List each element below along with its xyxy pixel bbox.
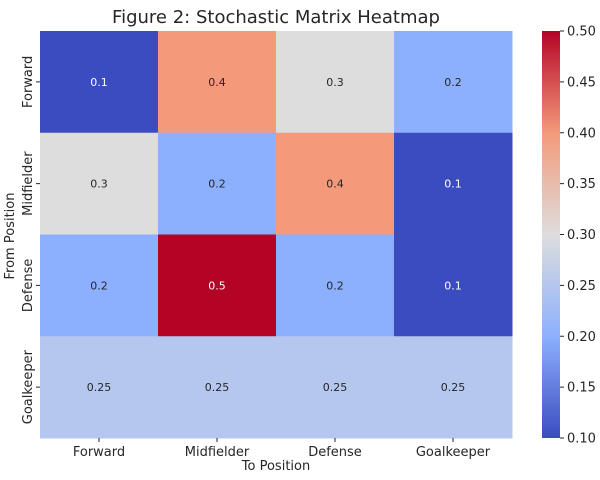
colorbar-tick-label: 0.45: [567, 75, 596, 90]
heatmap-cell: [394, 336, 513, 439]
heatmap-cell: [40, 132, 159, 235]
cell-value-label: 0.25: [441, 381, 466, 394]
cell-value-label: 0.1: [444, 178, 462, 191]
cell-value-label: 0.3: [90, 178, 108, 191]
heatmap-cell: [40, 31, 159, 134]
cell-value-label: 0.3: [326, 76, 344, 89]
y-tick-label: Goalkeeper: [21, 349, 36, 424]
colorbar-tick-label: 0.30: [567, 228, 596, 243]
cell-value-label: 0.25: [87, 381, 112, 394]
y-tick-label: Midfielder: [21, 151, 36, 216]
colorbar-tick-label: 0.35: [567, 177, 596, 192]
heatmap-cell: [394, 132, 513, 235]
y-tick-label: Defense: [21, 259, 36, 313]
colorbar-tick-label: 0.10: [567, 432, 596, 447]
x-tick-label: Defense: [308, 445, 362, 460]
cell-value-label: 0.4: [208, 76, 226, 89]
cell-value-label: 0.1: [90, 76, 108, 89]
heatmap-cell: [158, 336, 277, 439]
heatmap-cell: [276, 31, 395, 134]
heatmap-cell: [394, 234, 513, 337]
y-axis-label: From Position: [3, 193, 18, 280]
chart-title: Figure 2: Stochastic Matrix Heatmap: [112, 7, 440, 28]
colorbar-ticks: 0.10 0.15 0.20 0.25 0.30 0.35 0.40 0.45 0.50: [560, 25, 596, 447]
heatmap-cell: [158, 31, 277, 134]
heatmap-cell: [394, 31, 513, 134]
colorbar-tick-label: 0.50: [567, 25, 596, 40]
cell-value-label: 0.2: [444, 76, 462, 89]
x-axis-label: To Position: [241, 459, 310, 474]
cell-value-label: 0.2: [208, 178, 226, 191]
cell-value-label: 0.25: [323, 381, 348, 394]
heatmap-cells: 0.1 0.4 0.3 0.2 0.3 0.2 0.4 0.1 0.2 0.5 0.2 0.1 0.25…: [40, 31, 513, 439]
colorbar-tick-label: 0.20: [567, 330, 596, 345]
colorbar-tick-label: 0.15: [567, 381, 596, 396]
x-tick-label: Forward: [73, 445, 125, 460]
heatmap-cell: [40, 234, 159, 337]
heatmap-cell: [276, 132, 395, 235]
colorbar: [542, 31, 560, 438]
colorbar-tick-label: 0.25: [567, 279, 596, 294]
y-tick-labels: Forward Midfielder Defense Goalkeeper: [21, 56, 40, 424]
cell-value-label: 0.25: [205, 381, 230, 394]
heatmap-cell: [40, 336, 159, 439]
cell-value-label: 0.1: [444, 279, 462, 292]
cell-value-label: 0.2: [326, 279, 344, 292]
heatmap-cell: [276, 336, 395, 439]
heatmap-cell: [158, 234, 277, 337]
y-tick-label: Forward: [21, 56, 36, 108]
x-tick-labels: Forward Midfielder Defense Goalkeeper: [73, 438, 491, 460]
cell-value-label: 0.5: [208, 279, 226, 292]
x-tick-label: Goalkeeper: [416, 445, 491, 460]
cell-value-label: 0.4: [326, 178, 344, 191]
heatmap-cell: [158, 132, 277, 235]
colorbar-tick-label: 0.40: [567, 126, 596, 141]
x-tick-label: Midfielder: [185, 445, 250, 460]
heatmap-cell: [276, 234, 395, 337]
cell-value-label: 0.2: [90, 279, 108, 292]
